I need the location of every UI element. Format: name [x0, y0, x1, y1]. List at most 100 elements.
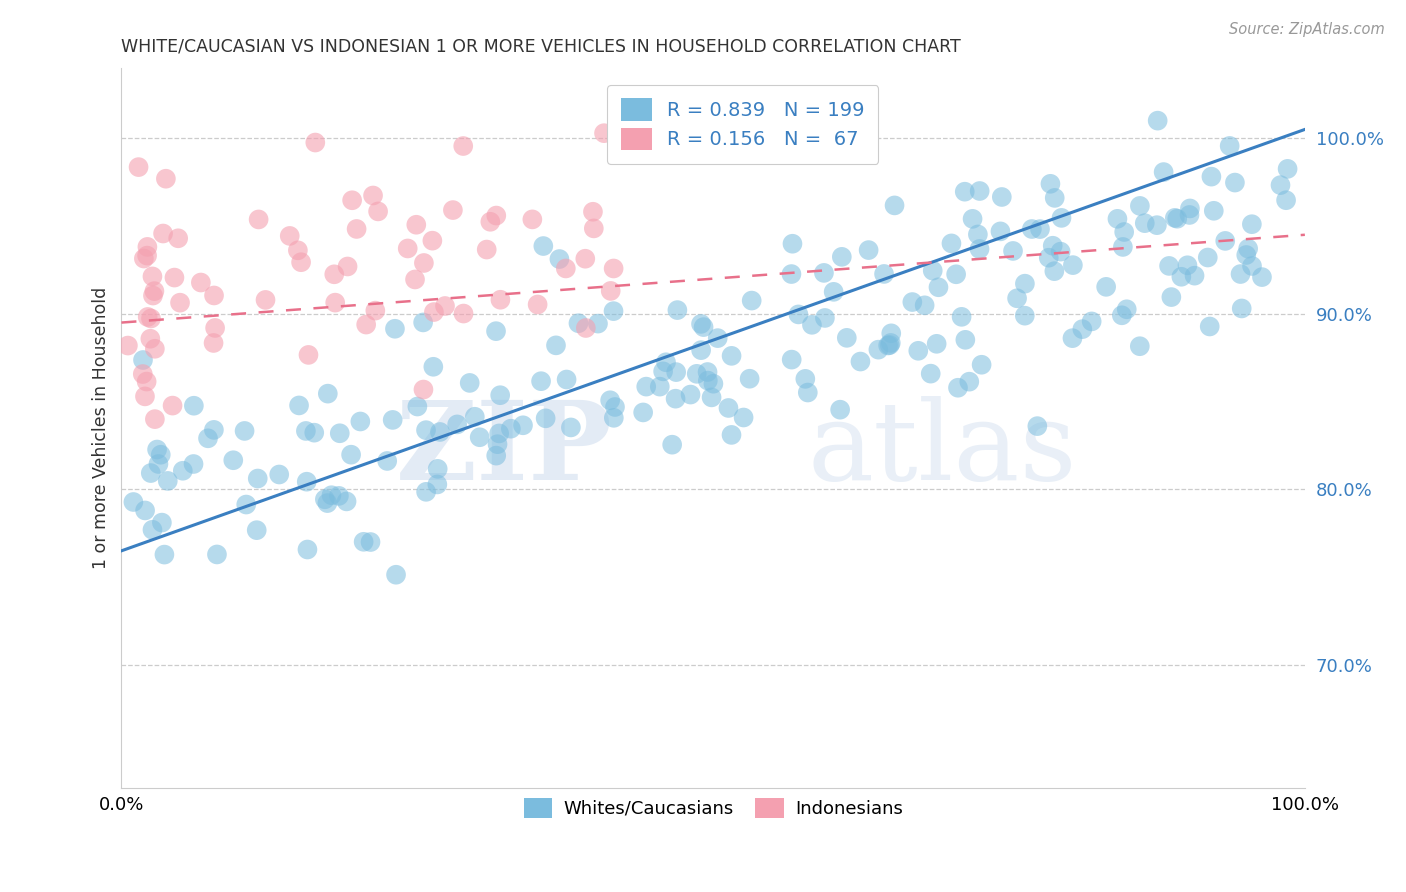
Point — [661, 438, 683, 452]
Point — [593, 126, 616, 140]
Point — [969, 242, 991, 256]
Point — [150, 516, 173, 530]
Point — [169, 295, 191, 310]
Point — [631, 405, 654, 419]
Point — [1129, 199, 1152, 213]
Point — [139, 466, 162, 480]
Point — [733, 410, 755, 425]
Point — [602, 304, 624, 318]
Point — [335, 494, 357, 508]
Point — [146, 442, 169, 457]
Point — [375, 454, 398, 468]
Point — [405, 218, 427, 232]
Point — [717, 401, 740, 415]
Point — [360, 535, 382, 549]
Point — [426, 477, 449, 491]
Point — [1157, 259, 1180, 273]
Point — [349, 415, 371, 429]
Point — [183, 399, 205, 413]
Point — [1160, 290, 1182, 304]
Point — [1240, 259, 1263, 273]
Point — [664, 392, 686, 406]
Point — [136, 310, 159, 324]
Point — [295, 475, 318, 489]
Point — [1112, 240, 1135, 254]
Point — [555, 372, 578, 386]
Text: atlas: atlas — [808, 396, 1077, 503]
Point — [575, 321, 598, 335]
Point — [1201, 169, 1223, 184]
Point — [205, 548, 228, 562]
Point — [132, 252, 155, 266]
Point — [1177, 258, 1199, 272]
Point — [304, 136, 326, 150]
Point — [412, 383, 434, 397]
Point — [246, 471, 269, 485]
Point — [489, 293, 512, 307]
Point — [991, 190, 1014, 204]
Point — [969, 184, 991, 198]
Point — [530, 374, 553, 388]
Point — [423, 305, 446, 319]
Point — [142, 288, 165, 302]
Point — [316, 386, 339, 401]
Point — [706, 331, 728, 345]
Point — [468, 430, 491, 444]
Point — [1277, 161, 1299, 176]
Point — [946, 381, 969, 395]
Point — [167, 231, 190, 245]
Point — [921, 263, 943, 277]
Point — [1197, 251, 1219, 265]
Point — [1043, 191, 1066, 205]
Point — [868, 343, 890, 357]
Point — [190, 276, 212, 290]
Point — [831, 250, 853, 264]
Point — [1115, 302, 1137, 317]
Point — [422, 234, 444, 248]
Point — [415, 423, 437, 437]
Point — [925, 336, 948, 351]
Point — [156, 474, 179, 488]
Point — [406, 400, 429, 414]
Point — [143, 342, 166, 356]
Point — [1178, 208, 1201, 222]
Point — [686, 367, 709, 381]
Point — [696, 374, 718, 388]
Point — [152, 227, 174, 241]
Point — [295, 424, 318, 438]
Point — [122, 495, 145, 509]
Point — [877, 338, 900, 352]
Text: WHITE/CAUCASIAN VS INDONESIAN 1 OR MORE VEHICLES IN HOUSEHOLD CORRELATION CHART: WHITE/CAUCASIAN VS INDONESIAN 1 OR MORE … — [121, 37, 962, 55]
Point — [907, 343, 929, 358]
Point — [269, 467, 291, 482]
Point — [636, 379, 658, 393]
Point — [287, 244, 309, 258]
Point — [197, 431, 219, 445]
Point — [1153, 165, 1175, 179]
Point — [354, 318, 377, 332]
Point — [163, 270, 186, 285]
Point — [879, 338, 901, 352]
Point — [202, 288, 225, 302]
Point — [235, 498, 257, 512]
Point — [233, 424, 256, 438]
Point — [652, 364, 675, 378]
Point — [1029, 222, 1052, 236]
Point — [479, 215, 502, 229]
Point — [945, 267, 967, 281]
Point — [1014, 309, 1036, 323]
Point — [340, 448, 363, 462]
Point — [153, 548, 176, 562]
Point — [1021, 222, 1043, 236]
Point — [665, 365, 688, 379]
Point — [278, 228, 301, 243]
Point — [246, 523, 269, 537]
Point — [422, 359, 444, 374]
Point — [690, 343, 713, 358]
Point — [554, 261, 576, 276]
Point — [288, 399, 311, 413]
Point — [434, 299, 457, 313]
Point — [346, 222, 368, 236]
Point — [835, 331, 858, 345]
Point — [1202, 203, 1225, 218]
